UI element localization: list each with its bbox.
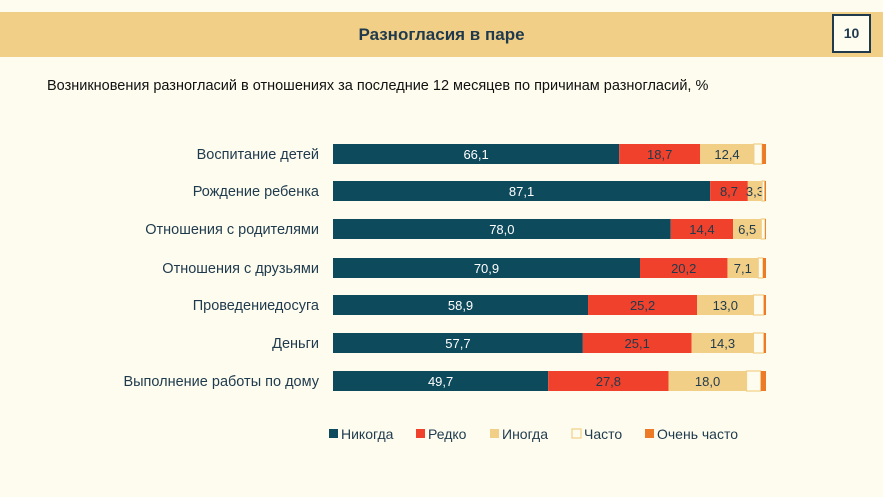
bar-segment bbox=[747, 181, 763, 201]
bar-segment bbox=[691, 333, 754, 353]
legend-label: Часто bbox=[584, 426, 622, 442]
bar-segment bbox=[333, 333, 583, 353]
bar-segment bbox=[763, 333, 766, 353]
data-label: 66,1 bbox=[463, 147, 488, 162]
bar-segment bbox=[710, 181, 748, 201]
data-label: 70,9 bbox=[474, 261, 499, 276]
slide-title: Разногласия в паре bbox=[358, 25, 525, 44]
bar-segment bbox=[333, 181, 711, 201]
bar-segment bbox=[762, 144, 766, 164]
legend-swatch bbox=[490, 429, 499, 438]
category-label: Воспитание детей bbox=[197, 147, 319, 163]
data-label: 7,1 bbox=[734, 261, 752, 276]
bar-segment bbox=[762, 258, 766, 278]
legend-swatch bbox=[416, 429, 425, 438]
data-label: 87,1 bbox=[509, 184, 534, 199]
bar-segment bbox=[763, 295, 766, 315]
category-label: Отношения с друзьями bbox=[162, 261, 319, 277]
legend-swatch bbox=[571, 428, 582, 439]
bar-segment bbox=[752, 294, 765, 316]
bar-segment bbox=[548, 371, 669, 391]
bar-segment bbox=[333, 371, 549, 391]
bar-segment bbox=[588, 295, 698, 315]
bar-segment bbox=[727, 258, 759, 278]
data-label: 25,2 bbox=[630, 298, 655, 313]
category-label: Выполнение работы по дому bbox=[123, 374, 319, 390]
bar-segment bbox=[757, 257, 764, 279]
bar-segment bbox=[333, 219, 671, 239]
bar-segment bbox=[765, 219, 766, 239]
bar-segment bbox=[668, 371, 747, 391]
data-label: 12,4 bbox=[714, 147, 739, 162]
category-label: Проведениедосуга bbox=[193, 298, 320, 314]
data-label: 78,0 bbox=[489, 222, 514, 237]
data-label: 3,3 bbox=[746, 184, 764, 199]
bar-segment bbox=[760, 371, 766, 391]
legend-label: Редко bbox=[428, 426, 467, 442]
legend-swatch bbox=[329, 429, 338, 438]
bar-segment bbox=[697, 295, 754, 315]
bar-segment bbox=[761, 180, 766, 202]
bar-segment bbox=[670, 219, 734, 239]
data-label: 25,1 bbox=[625, 336, 650, 351]
data-label: 13,0 bbox=[713, 298, 738, 313]
data-label: 6,5 bbox=[738, 222, 756, 237]
bar-segment bbox=[619, 144, 701, 164]
data-label: 18,0 bbox=[695, 374, 720, 389]
legend-label: Никогда bbox=[341, 426, 394, 442]
bar-segment bbox=[764, 181, 766, 201]
data-label: 57,7 bbox=[445, 336, 470, 351]
chart-title: Возникновения разногласий в отношениях з… bbox=[47, 78, 709, 94]
category-label: Рождение ребенка bbox=[193, 184, 320, 200]
bar-segment bbox=[333, 295, 589, 315]
slide-header: Разногласия в паре 10 bbox=[0, 0, 883, 67]
bar-segment bbox=[639, 258, 728, 278]
legend-label: Очень часто bbox=[657, 426, 738, 442]
legend-label: Иногда bbox=[502, 426, 548, 442]
bar-segment bbox=[700, 144, 754, 164]
data-label: 49,7 bbox=[428, 374, 453, 389]
legend-swatch bbox=[645, 429, 654, 438]
category-label: Отношения с родителями bbox=[145, 222, 319, 238]
header-band bbox=[0, 12, 883, 57]
bar-segment bbox=[745, 370, 762, 392]
bar-segment bbox=[733, 219, 762, 239]
data-label: 58,9 bbox=[448, 298, 473, 313]
bar-segment bbox=[760, 218, 766, 240]
data-label: 20,2 bbox=[671, 261, 696, 276]
bar-segment bbox=[582, 333, 692, 353]
bar-segment bbox=[333, 144, 620, 164]
data-label: 8,7 bbox=[720, 184, 738, 199]
data-label: 27,8 bbox=[596, 374, 621, 389]
data-label: 14,3 bbox=[710, 336, 735, 351]
page-number: 10 bbox=[832, 14, 871, 53]
data-label: 14,4 bbox=[689, 222, 714, 237]
bar-segment bbox=[333, 258, 640, 278]
bar-segment bbox=[752, 332, 765, 354]
data-label: 18,7 bbox=[647, 147, 672, 162]
bar-segment bbox=[753, 143, 763, 165]
category-label: Деньги bbox=[272, 336, 319, 352]
